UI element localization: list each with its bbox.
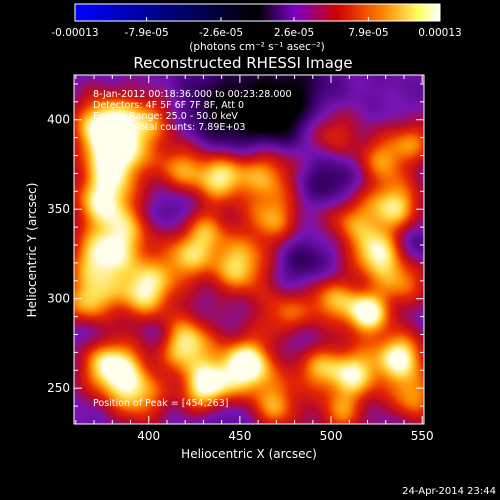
y-axis-label: Heliocentric Y (arcsec) bbox=[25, 183, 39, 318]
plot-frame bbox=[73, 74, 425, 425]
chart-title: Reconstructed RHESSI Image bbox=[133, 54, 352, 72]
colorbar-tick-label: 7.9e-05 bbox=[348, 27, 388, 39]
x-tick-label: 400 bbox=[137, 429, 160, 443]
axis-ticks: 400 450 500 550 250 300 350 400 bbox=[47, 75, 434, 443]
y-tick-label: 300 bbox=[47, 292, 70, 306]
x-tick-label: 550 bbox=[411, 429, 434, 443]
y-tick-label: 350 bbox=[47, 202, 70, 216]
y-tick-label: 250 bbox=[47, 381, 70, 395]
heatmap-image bbox=[74, 75, 424, 424]
annotation-peak: Position of Peak = [454,263] bbox=[93, 398, 228, 409]
x-tick-label: 450 bbox=[228, 429, 251, 443]
colorbar-tick-label: -2.6e-05 bbox=[199, 27, 243, 39]
annotation-detectors: Detectors: 4F 5F 6F 7F 8F, Att 0 bbox=[93, 100, 244, 111]
colorbar-tick-label: -0.00013 bbox=[51, 27, 98, 39]
x-tick-label: 500 bbox=[320, 429, 343, 443]
colorbar bbox=[74, 3, 441, 22]
annotation-energy: Energy Range: 25.0 - 50.0 keV bbox=[93, 111, 238, 122]
footer-timestamp: 24-Apr-2014 23:44 bbox=[402, 486, 496, 497]
colorbar-unit: (photons cm⁻² s⁻¹ asec⁻²) bbox=[189, 41, 324, 53]
colorbar-tick-label: 2.6e-05 bbox=[274, 27, 314, 39]
x-axis-label: Heliocentric X (arcsec) bbox=[181, 447, 317, 461]
y-tick-label: 400 bbox=[47, 113, 70, 127]
annotation-clean: Clean Total counts: 7.89E+03 bbox=[93, 122, 245, 133]
annotation-time: 8-Jan-2012 00:18:36.000 to 00:23:28.000 bbox=[93, 89, 291, 100]
colorbar-tick-label: -7.9e-05 bbox=[125, 27, 169, 39]
colorbar-ticks: -0.00013 -7.9e-05 -2.6e-05 2.6e-05 7.9e-05 0.… bbox=[51, 17, 462, 39]
colorbar-tick-label: 0.00013 bbox=[418, 27, 461, 39]
